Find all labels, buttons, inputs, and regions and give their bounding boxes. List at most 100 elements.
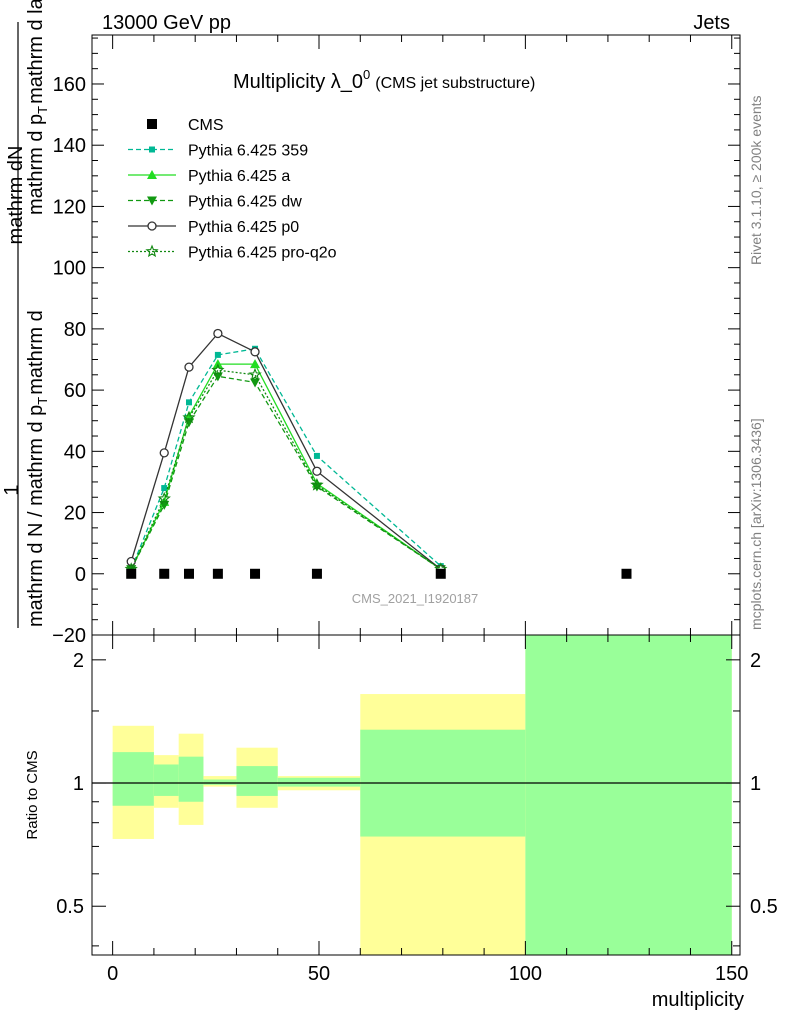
ratio-band-stat [203,779,237,785]
data-point [250,568,261,579]
data-point [310,478,324,491]
ylabel-sub-T-1: T [35,397,50,405]
series-line [130,369,442,570]
mcplots-label: mcplots.cern.ch [arXiv:1306.3436] [748,418,764,630]
ylabel-denominator-2: mathrm d [25,310,47,394]
plot-title-main: Multiplicity λ_0 [233,71,363,93]
series-line [130,332,442,570]
y-tick-label: 40 [64,441,86,463]
legend-label: Pythia 6.425 a [188,168,290,185]
legend-label: Pythia 6.425 pro-q2o [188,245,337,262]
y-tick-label: 100 [53,258,86,280]
data-point [311,568,322,579]
ylabel-numerator-2: mathrm dN [5,146,27,245]
data-point [159,568,170,579]
plot-title-sup: 0 [363,67,370,82]
legend-label: Pythia 6.425 p0 [188,219,299,236]
y-tick-label: 60 [64,380,86,402]
data-point [185,399,192,406]
data-point [147,196,157,206]
x-tick-label: 50 [308,963,330,985]
data-point [147,170,157,179]
y-tick-label: 80 [64,319,86,341]
plot-subtitle: (CMS jet substructure) [375,75,535,92]
data-point [435,568,446,579]
ratio-y-tick-label-right: 0.5 [750,896,778,918]
series-pythia-6-425-a [126,359,446,574]
analysis-watermark: CMS_2021_I1920187 [352,591,479,606]
ratio-y-tick-label: 0.5 [56,896,84,918]
legend-entry: Pythia 6.425 a [128,168,290,185]
data-point [184,362,194,372]
y-tick-label: −20 [52,625,86,647]
data-point [250,378,261,388]
y-tick-label: 20 [64,503,86,525]
ratio-plot-frame [91,634,741,956]
ratio-y-tick-label-right: 1 [750,773,761,795]
data-point [248,367,262,381]
y-tick-label: 160 [53,74,86,96]
legend: CMS Pythia 6.425 359 Pythia 6.425 a Pythia … [128,117,337,262]
legend-label: Pythia 6.425 359 [188,143,308,160]
legend-entry: Pythia 6.425 pro-q2o [128,244,337,262]
legend-entry: Pythia 6.425 dw [128,194,302,211]
ratio-y-axis-label: Ratio to CMS [24,750,41,839]
ylabel-sub-T-2: T [35,106,50,114]
y-tick-label: 0 [75,564,86,586]
data-point [149,146,155,153]
data-point [213,328,223,339]
ratio-x-axis: 0 50 100 150 [107,635,748,985]
main-y-axis: −20 0 20 40 60 80 100 120 140 160 [52,37,740,647]
ylabel-tail-text: mathrm d lambda [25,0,47,104]
ratio-plot-panel: 0.5 0.5 1 1 2 2 0 50 100 150 Ratio to CMS multip… [24,634,778,1011]
ratio-y-tick-label: 2 [73,650,84,672]
x-tick-label: 0 [107,963,118,985]
data-point [161,485,168,492]
legend-label: Pythia 6.425 dw [188,194,302,211]
series-pythia-6-425-pro-q2o [124,363,448,575]
data-point [212,568,223,579]
data-point [313,452,320,459]
main-x-axis [112,35,733,635]
data-point [147,119,157,129]
data-point [250,347,260,357]
data-point [211,363,225,376]
data-point [145,244,159,258]
ylabel-denominator-main: mathrm d N / mathrm d p [25,405,47,627]
legend-entry: CMS [147,117,224,134]
ratio-y-tick-label-right: 2 [750,650,761,672]
series-cms [126,568,632,579]
ratio-y-axis: 0.5 0.5 1 1 2 2 [56,650,778,947]
legend-entry: Pythia 6.425 359 [128,143,308,160]
ratio-band-stat [277,777,361,787]
ratio-band-stat [525,635,732,955]
main-series-group [124,328,632,579]
header-category: Jets [693,12,730,34]
data-point [147,221,157,231]
main-y-axis-label: 1 mathrm dN mathrm d N / mathrm d pTmath… [1,0,50,628]
data-point [183,568,194,579]
ylabel-denominator: mathrm d N / mathrm d pTmathrm d [25,310,50,627]
data-point [157,491,171,505]
data-point [312,466,322,476]
ratio-bands [112,635,732,955]
legend-entry: Pythia 6.425 p0 [128,219,299,236]
ylabel-denominator-3: mathrm d p [25,114,47,215]
data-point [182,410,196,424]
ratio-band-stat [236,766,278,796]
main-plot-panel: −20 0 20 40 60 80 100 120 140 160 Multiplicity λ_… [1,0,741,647]
rivet-label: Rivet 3.1.10, ≥ 200k events [748,95,764,265]
ylabel-tail: mathrm d pTmathrm d lambda [25,0,50,215]
header-process: 13000 GeV pp [102,12,231,34]
y-tick-label: 140 [53,135,86,157]
ratio-y-tick-label: 1 [73,773,84,795]
ratio-band-stat [178,756,204,802]
data-point [214,351,221,358]
ratio-band-stat [153,764,179,796]
y-tick-label: 120 [53,196,86,218]
x-tick-label: 100 [509,963,542,985]
ylabel-numerator: 1 [1,484,23,495]
ratio-band-stat [112,752,154,806]
data-point [621,568,632,579]
